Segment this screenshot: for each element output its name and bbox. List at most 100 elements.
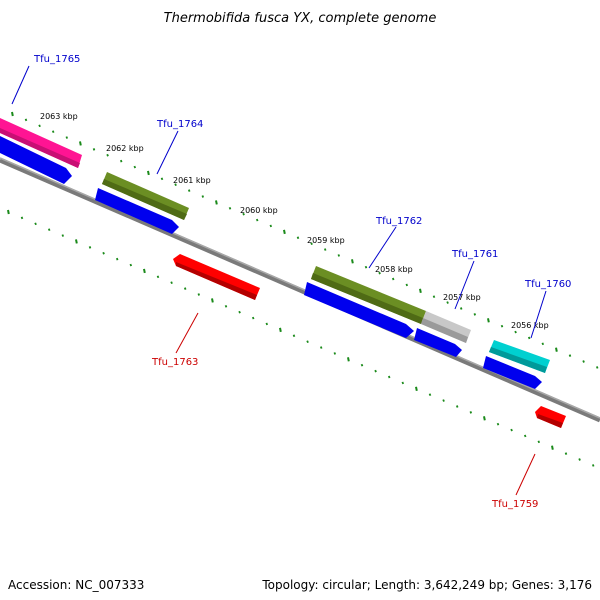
scale-tick — [292, 334, 296, 338]
gene-label-tfu-1759[interactable]: Tfu_1759 — [491, 499, 538, 510]
kbp-label: 2062 kbp — [106, 144, 144, 153]
scale-tick — [119, 159, 123, 163]
gene-label-tfu-1763[interactable]: Tfu_1763 — [151, 357, 198, 368]
kbp-labels: 2063 kbp 2062 kbp 2061 kbp 2060 kbp 2059… — [40, 112, 549, 330]
scale-tick — [555, 347, 558, 352]
gene-label-tfu-1765[interactable]: Tfu_1765 — [33, 54, 80, 65]
scale-tick — [133, 165, 137, 169]
scale-tick — [442, 399, 445, 402]
scale-tick — [255, 218, 259, 222]
scale-tick — [510, 428, 513, 432]
gene-labels: Tfu_1765 Tfu_1764 Tfu_1762 Tfu_1761 Tfu_… — [33, 54, 571, 510]
scale-tick — [7, 209, 10, 215]
scale-tick — [242, 212, 245, 216]
scale-tick — [283, 229, 286, 235]
scale-tick — [500, 324, 504, 328]
gene-tfu-1761-shade — [421, 318, 468, 343]
gene-tfu-1762-shade — [311, 273, 423, 324]
scale-tick — [483, 416, 486, 421]
scale-tick — [156, 275, 160, 279]
scale-tick — [265, 322, 269, 326]
cds-tfu-1762[interactable] — [304, 282, 414, 338]
cds-tfu-1761[interactable] — [414, 328, 462, 357]
scale-tick — [351, 259, 354, 264]
scale-tick — [514, 330, 517, 334]
gene-tfu-1764-shade — [102, 179, 187, 220]
scale-tick — [11, 111, 14, 117]
scale-tick — [187, 189, 191, 192]
scale-tick — [446, 301, 449, 304]
scale-tick — [428, 393, 432, 397]
scale-tick — [24, 118, 28, 122]
scale-tick — [347, 357, 350, 362]
scale-tick — [487, 318, 490, 323]
scale-tick — [310, 242, 313, 245]
scale-tick — [224, 304, 228, 308]
kbp-label: 2058 kbp — [375, 265, 413, 274]
gene-label-tfu-1761[interactable]: Tfu_1761 — [451, 249, 498, 260]
scale-tick — [279, 327, 282, 333]
scale-tick — [374, 369, 377, 373]
accession-text: Accession: NC_007333 — [8, 578, 145, 592]
scale-tick — [106, 153, 109, 157]
scale-tick — [38, 124, 41, 128]
scale-tick — [75, 239, 78, 244]
genome-backbone — [0, 157, 600, 423]
scale-tick — [523, 434, 527, 438]
scale-tick — [537, 440, 541, 444]
cds-tfu-1764[interactable] — [95, 188, 179, 234]
scale-tick — [201, 195, 205, 198]
scale-tick — [197, 293, 201, 296]
scale-tick — [527, 336, 531, 340]
scale-tick — [364, 265, 368, 269]
scale-tick — [378, 271, 381, 275]
scale-tick — [473, 313, 477, 316]
scale-tick — [20, 216, 24, 220]
scale-tick — [591, 464, 595, 467]
scale-tick — [61, 234, 65, 237]
scale-tick — [211, 298, 214, 303]
scale-tick — [337, 254, 341, 257]
scale-tick — [306, 340, 309, 343]
scale-tick — [496, 422, 500, 426]
gene-label-tfu-1760[interactable]: Tfu_1760 — [524, 279, 571, 290]
scale-tick — [147, 170, 150, 176]
kbp-label: 2059 kbp — [307, 236, 345, 245]
scale-tick — [129, 263, 133, 267]
scale-ticks-upper — [11, 111, 599, 369]
scale-tick — [455, 405, 459, 408]
gene-label-tfu-1762[interactable]: Tfu_1762 — [375, 216, 422, 227]
label-leaders — [11, 65, 547, 496]
gene-label-tfu-1764[interactable]: Tfu_1764 — [156, 119, 203, 130]
kbp-label: 2056 kbp — [511, 321, 549, 330]
scale-tick — [88, 246, 92, 249]
gene-tfu-1765-shade — [0, 128, 80, 168]
scale-tick — [65, 136, 69, 139]
scale-tick — [391, 277, 395, 281]
scale-tick — [183, 287, 187, 290]
scale-tick — [401, 381, 405, 385]
scale-tick — [415, 386, 418, 391]
cds-tfu-1760[interactable] — [483, 356, 542, 389]
scale-tick — [405, 283, 409, 287]
scale-tick — [215, 200, 218, 205]
scale-tick — [568, 354, 572, 357]
scale-tick — [469, 411, 473, 414]
scale-tick — [419, 288, 422, 293]
gene-tfu-1760-shade — [489, 347, 547, 373]
scale-tick — [578, 458, 581, 461]
kbp-label: 2063 kbp — [40, 112, 78, 121]
scale-tick — [387, 375, 391, 379]
scale-tick — [47, 228, 51, 232]
scale-tick — [333, 352, 337, 355]
scale-tick — [102, 251, 105, 255]
scale-tick — [92, 148, 96, 151]
scale-tick — [459, 307, 463, 310]
kbp-label: 2057 kbp — [443, 293, 481, 302]
gene-tfu-1759-shade — [537, 414, 563, 428]
gene-features — [0, 118, 566, 428]
map-title: Thermobifida fusca YX, complete genome — [164, 11, 437, 26]
cds-tfu-1765[interactable] — [0, 136, 72, 184]
scale-tick — [360, 363, 364, 367]
